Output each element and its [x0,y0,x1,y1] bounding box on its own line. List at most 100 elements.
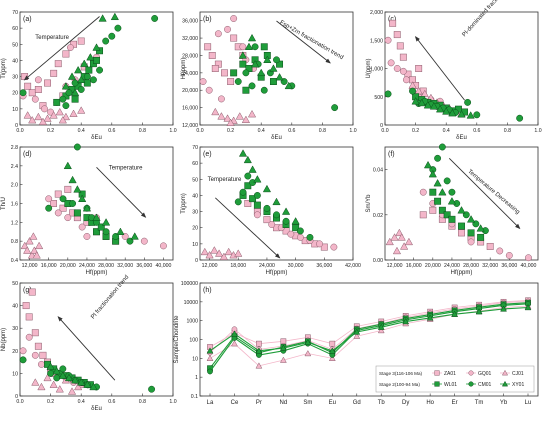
data-point-za01 [244,200,252,207]
data-point-cm01 [516,114,524,122]
y-axis-label: Sample/Chondrite [174,315,180,364]
data-point-gq01 [296,233,304,241]
data-point-cm01 [108,32,116,40]
panel-d: (d) 12,000 16,000 20,000 24,000 28,000 32,000 3… [1,143,174,276]
y-axis-label: Ti(ppm) [181,193,187,213]
legend: Stage 3(116-106 Ma) Stage 2(100-94 Ma) ZA0… [375,365,535,393]
data-point-cj01 [255,362,263,369]
series-line-wl01 [209,302,529,369]
data-point-xy01 [243,155,252,164]
data-point-cj01 [395,228,404,237]
legend-marker-wl01 [434,381,440,387]
x-tick-label: Ce [231,400,239,406]
trend-annotation: Temperature [35,35,69,41]
y-tick-label: 10 [192,242,198,248]
data-point-cj01 [226,118,235,127]
legend-label-cm01: CM01 [478,382,492,388]
x-axis-label: δEu [91,406,102,412]
data-point-gq01 [54,209,62,217]
data-point-cj01 [353,332,361,339]
series-line-gq01 [209,301,529,353]
data-point-xy01 [269,64,278,72]
data-point-cm01 [260,86,268,94]
data-point-cj01 [385,237,394,246]
data-point-cm01 [273,211,280,219]
data-point-xy01 [402,318,410,325]
data-point-cm01 [62,102,70,110]
y-tick-label: 0 [195,258,198,264]
y-axis-label: Nb(ppm) [1,328,7,351]
panel-label: (d) [23,151,32,158]
x-tick-label: 20,000 [425,263,441,269]
data-point-cj01 [43,114,52,122]
data-point-cm01 [102,37,110,45]
data-point-za01 [34,86,42,93]
data-point-za01 [230,34,238,42]
data-point-za01 [25,313,33,321]
y-tick-label: 50 [192,177,198,183]
x-tick-label: 0.6 [108,128,115,134]
data-point-cj01 [43,373,52,382]
data-point-cj01 [397,233,406,241]
data-point-za01 [39,351,47,359]
x-tick-label: Nd [280,400,288,406]
data-point-gq01 [287,230,295,238]
data-point-gq01 [19,347,27,355]
data-point-cj01 [304,350,312,357]
data-point-xy01 [92,43,101,51]
data-point-za01 [419,211,427,219]
data-point-cm01 [102,228,110,236]
data-point-za01 [389,19,397,27]
y-tick-label: 28,000 [182,53,198,59]
data-point-cj01 [206,354,214,361]
x-tick-label: 36,000 [136,263,152,269]
data-point-xy01 [447,197,457,205]
data-point-cj01 [55,107,64,116]
y-tick-label: 2.4 [11,164,18,170]
data-point-gq01 [505,252,513,259]
data-point-gq01 [330,243,338,251]
y-axis-label: Sm/Yb [366,194,372,213]
x-tick-label: 1.0 [169,128,176,134]
data-point-xy01 [73,185,82,193]
data-point-xy01 [231,330,238,337]
data-point-cj01 [205,250,214,259]
data-point-xy01 [248,165,257,173]
data-point-gq01 [64,214,72,222]
y-tick-label: 2.0 [11,183,18,189]
x-tick-label: Pr [256,400,262,406]
data-point-gq01 [496,247,504,255]
x-tick-label: 0.6 [288,128,295,134]
data-point-za01 [320,243,328,251]
data-point-za01 [429,206,437,214]
x-tick-label: 0.0 [16,128,23,134]
trend-arrow [414,36,465,101]
x-tick-label: 32,000 [482,263,498,269]
data-point-cm01 [306,233,314,241]
x-axis-label: Hf(ppm) [266,270,288,276]
data-point-za01 [227,78,235,85]
legend-box [375,365,535,393]
data-point-xy01 [257,68,266,77]
x-tick-label: 0.8 [319,128,326,134]
y-tick-label: 100000 [181,281,198,287]
x-tick-label: 0.0 [196,128,203,134]
data-point-cm01 [89,76,97,84]
data-point-cj01 [67,387,77,395]
data-point-cj01 [392,246,402,255]
data-point-wl01 [83,79,91,87]
data-point-wl01 [96,47,104,55]
data-point-cm01 [53,374,61,382]
x-tick-label: Tb [378,400,386,406]
y-tick-label: 0.8 [11,239,18,245]
data-point-cj01 [32,251,41,259]
data-point-xy01 [253,175,262,183]
data-point-wl01 [253,201,261,209]
data-point-gq01 [45,195,53,203]
x-axis-label: δEu [271,135,282,141]
series-line-xy01 [209,306,529,352]
data-point-wl01 [477,233,485,241]
data-point-xy01 [476,224,485,232]
data-point-gq01 [205,86,213,94]
data-point-gq01 [316,240,323,248]
